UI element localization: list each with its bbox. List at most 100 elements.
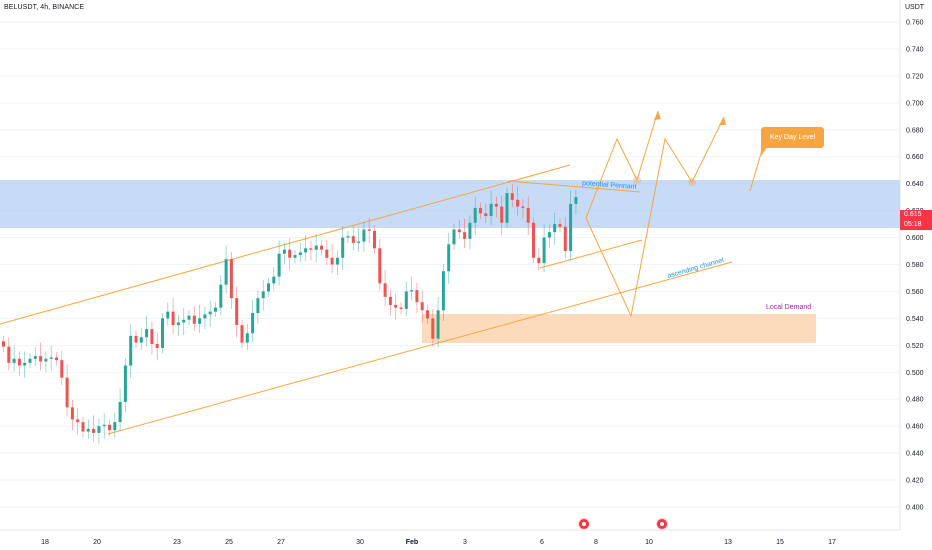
projection-path-main xyxy=(585,116,725,318)
candle-body xyxy=(309,248,313,250)
candle-body xyxy=(272,276,276,284)
price-tick-label: 0.420 xyxy=(906,478,924,485)
candle-body xyxy=(256,298,260,313)
candle-body xyxy=(441,271,445,311)
candle-body xyxy=(463,232,467,239)
candle-body xyxy=(415,290,419,303)
price-tick-label: 0.400 xyxy=(906,505,924,512)
candle-body xyxy=(314,245,318,250)
candle-body xyxy=(383,283,387,297)
event-flag-icon[interactable] xyxy=(656,518,668,530)
key-day-level-zone xyxy=(0,180,900,228)
local-demand-label: Local Demand xyxy=(766,304,811,311)
candle-body xyxy=(553,224,557,233)
price-tick-label: 0.560 xyxy=(906,289,924,296)
projection-arrowhead-2 xyxy=(719,117,726,125)
price-tick-label: 0.700 xyxy=(906,100,924,107)
time-tick-label: 25 xyxy=(225,539,233,546)
candle-body xyxy=(171,311,175,326)
price-tick-label: 0.600 xyxy=(906,235,924,242)
price-tick-label: 0.760 xyxy=(906,20,924,27)
candle-body xyxy=(388,296,392,305)
candle-body xyxy=(97,426,101,433)
bar-countdown: 05:18 xyxy=(904,221,922,228)
candle-body xyxy=(505,193,509,223)
price-tick-label: 0.660 xyxy=(906,154,924,161)
candle-body xyxy=(187,315,191,320)
time-tick-label: Feb xyxy=(406,539,418,546)
candle-body xyxy=(224,259,228,285)
candle-body xyxy=(304,248,308,253)
candle-body xyxy=(489,203,493,216)
time-axis[interactable]: 18 20 23 25 27 30 Feb 3 6 8 10 13 15 17 xyxy=(41,539,836,546)
candle-body xyxy=(558,224,562,227)
candle-body xyxy=(373,230,376,249)
candle-body xyxy=(447,244,451,272)
candle-body xyxy=(12,358,16,363)
candle-body xyxy=(182,319,186,323)
candle-body xyxy=(39,356,43,362)
candle-body xyxy=(7,346,11,363)
time-tick-label: 3 xyxy=(463,539,467,546)
candle-body xyxy=(526,207,530,223)
last-price-value: 0.615 xyxy=(904,211,922,218)
price-tick-label: 0.440 xyxy=(906,451,924,458)
time-tick-label: 20 xyxy=(93,539,101,546)
candle-body xyxy=(293,255,297,258)
candle-body xyxy=(229,259,233,299)
candle-body xyxy=(399,307,403,309)
candle-body xyxy=(219,284,223,308)
candle-body xyxy=(17,358,21,366)
candle-body xyxy=(2,341,5,347)
candle-body xyxy=(547,232,551,238)
candle-body xyxy=(23,362,27,366)
candle-body xyxy=(49,357,53,359)
price-tick-label: 0.480 xyxy=(906,397,924,404)
candle-body xyxy=(452,229,456,245)
time-tick-label: 6 xyxy=(540,539,544,546)
event-flag-icon[interactable] xyxy=(578,518,590,530)
candle-body xyxy=(282,249,286,254)
price-tick-label: 0.640 xyxy=(906,181,924,188)
candle-body xyxy=(510,193,514,200)
candle-body xyxy=(118,401,122,423)
candle-body xyxy=(521,206,525,208)
time-tick-label: 27 xyxy=(277,539,285,546)
candle-body xyxy=(129,335,133,366)
candle-body xyxy=(251,313,255,334)
candle-body xyxy=(161,318,164,349)
candle-body xyxy=(44,358,48,362)
candle-body xyxy=(516,199,520,207)
projection-arrowhead-1 xyxy=(654,111,661,120)
price-tick-label: 0.460 xyxy=(906,424,924,431)
candle-body xyxy=(468,222,472,239)
time-tick-label: 13 xyxy=(724,539,732,546)
price-axis[interactable]: 0.7600.7400.7200.7000.6800.6600.6400.620… xyxy=(906,20,924,512)
pennant-lower-line xyxy=(539,239,643,269)
time-tick-label: 30 xyxy=(356,539,364,546)
time-tick-label: 15 xyxy=(776,539,784,546)
pennant-upper-line xyxy=(507,180,641,193)
axis-unit-label: USDT xyxy=(905,4,925,11)
candle-body xyxy=(298,252,302,256)
pennant-label: potential Pennant xyxy=(582,180,637,191)
time-tick-label: 17 xyxy=(828,539,836,546)
candle-body xyxy=(203,314,207,319)
candle-body xyxy=(235,298,239,326)
candle-body xyxy=(150,329,154,344)
price-tick-label: 0.500 xyxy=(906,370,924,377)
callout-tail xyxy=(761,146,768,156)
candle-body xyxy=(426,310,429,319)
candle-body xyxy=(394,304,398,308)
candle-body xyxy=(55,357,58,361)
symbol-title: BELUSDT, 4h, BINANCE xyxy=(4,4,85,11)
candle-body xyxy=(81,422,85,432)
candle-body xyxy=(325,249,329,258)
channel-lower-line xyxy=(107,261,733,435)
price-tick-label: 0.720 xyxy=(906,73,924,80)
zones xyxy=(0,180,900,343)
candle-body xyxy=(494,203,498,207)
projection-path-up xyxy=(585,110,659,219)
candle-body xyxy=(277,253,281,277)
